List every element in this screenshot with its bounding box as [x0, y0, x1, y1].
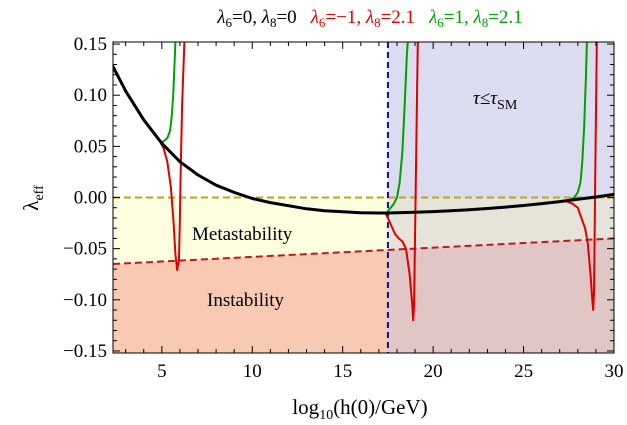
metastability-region: [113, 197, 388, 264]
x-axis-ticks: 5 10 15 20 25 30: [125, 42, 624, 382]
y-tick-label: −0.05: [63, 239, 107, 260]
series-line: [566, 42, 598, 311]
series-line: [386, 42, 409, 214]
series-line: [159, 42, 186, 272]
series-line: [113, 65, 614, 215]
series-group: [113, 42, 614, 322]
series-line: [159, 42, 177, 145]
series-line: [567, 42, 588, 202]
instability-boundary-line: [113, 237, 614, 265]
legend-entry: λ6=1, λ8=2.1: [428, 7, 523, 30]
legend-entry: λ6=0, λ8=0: [216, 7, 296, 30]
y-tick-label: −0.15: [63, 341, 107, 362]
y-tick-label: 0.00: [74, 188, 107, 209]
stability-regions: [113, 42, 614, 353]
tau-instability-overlap: [387, 238, 614, 353]
y-tick-label: 0.10: [74, 85, 107, 106]
x-tick-label: 20: [424, 361, 443, 382]
x-tick-label: 10: [243, 361, 262, 382]
legend-entry: λ6=−1, λ8=2.1: [310, 7, 415, 30]
instability-label: Instability: [207, 290, 285, 311]
x-tick-label: 30: [605, 361, 624, 382]
y-tick-label: 0.05: [74, 136, 107, 157]
y-tick-label: −0.10: [63, 290, 107, 311]
instability-region: [113, 249, 388, 353]
x-tick-label: 5: [157, 361, 167, 382]
metastability-label: Metastability: [192, 224, 293, 245]
x-tick-label: 15: [333, 361, 352, 382]
y-axis-ticks: 0.15 0.10 0.05 0.00 −0.05 −0.10 −0.15: [63, 34, 614, 362]
y-axis-label: λeff: [19, 185, 47, 211]
series-line: [384, 42, 419, 322]
y-tick-label: 0.15: [74, 34, 107, 55]
tau-region: [387, 42, 614, 198]
x-tick-label: 25: [514, 361, 533, 382]
tau-region-label: τ≤τSM: [473, 88, 518, 113]
x-axis-label: log10(h(0)/GeV): [292, 395, 427, 423]
legend: λ6=0, λ8=0 λ6=−1, λ8=2.1 λ6=1, λ8=2.1: [216, 7, 522, 30]
